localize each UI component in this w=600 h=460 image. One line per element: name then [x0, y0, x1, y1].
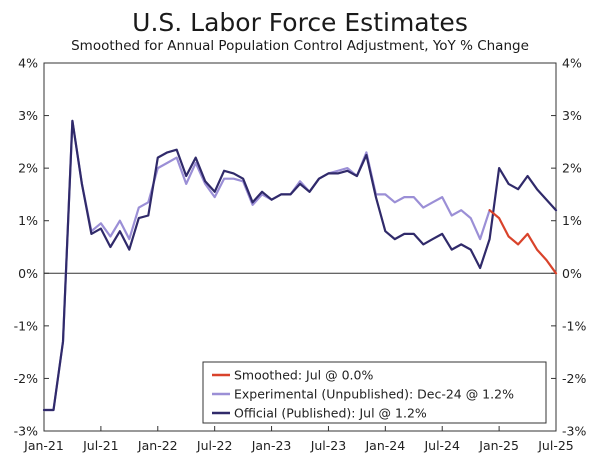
chart-subtitle: Smoothed for Annual Population Control A… [71, 38, 529, 54]
x-tick-label: Jul-21 [82, 438, 119, 453]
x-tick-label: Jan-24 [364, 438, 405, 453]
y-tick-label-right: -1% [562, 318, 586, 333]
y-tick-label-left: -3% [14, 424, 38, 439]
y-tick-label-left: 0% [18, 266, 38, 281]
x-tick-label: Jan-22 [137, 438, 178, 453]
series-line [42, 119, 558, 412]
y-tick-label-left: 3% [18, 108, 38, 123]
y-tick-label-right: -3% [562, 424, 586, 439]
x-tick-label: Jan-25 [478, 438, 519, 453]
x-tick-label: Jan-21 [23, 438, 64, 453]
y-tick-label-right: 3% [562, 108, 582, 123]
x-tick-label: Jan-23 [251, 438, 292, 453]
legend-label: Smoothed: Jul @ 0.0% [234, 368, 373, 383]
x-tick-label: Jul-25 [537, 438, 574, 453]
y-tick-label-right: 4% [562, 56, 582, 71]
axes-group: -3% -3% -2% -2% -1% -1% 0% 0% 1% 1% 2% 2% 3% 3% 4% 4% Ja… [14, 56, 587, 454]
y-tick-label-left: 4% [18, 56, 38, 71]
x-tick-label: Jul-23 [310, 438, 347, 453]
series-lines [42, 119, 558, 412]
y-tick-label-left: -1% [14, 318, 38, 333]
y-tick-label-left: 1% [18, 213, 38, 228]
x-tick-label: Jul-24 [423, 438, 460, 453]
legend-box [202, 361, 547, 424]
y-tick-label-right: -2% [562, 371, 586, 386]
y-tick-label-right: 0% [562, 266, 582, 281]
y-tick-label-left: -2% [14, 371, 38, 386]
series-line [488, 209, 558, 275]
x-tick-label: Jul-22 [196, 438, 233, 453]
legend: Smoothed: Jul @ 0.0% Experimental (Unpubl… [202, 361, 547, 424]
plot-frame [43, 62, 557, 432]
legend-label: Experimental (Unpublished): Dec-24 @ 1.2… [234, 387, 514, 402]
y-tick-label-right: 2% [562, 161, 582, 176]
y-tick-label-right: 1% [562, 213, 582, 228]
y-tick-label-left: 2% [18, 161, 38, 176]
legend-label: Official (Published): Jul @ 1.2% [234, 406, 427, 421]
chart-title: U.S. Labor Force Estimates [132, 8, 468, 37]
